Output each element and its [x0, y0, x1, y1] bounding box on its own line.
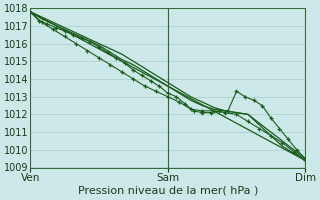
X-axis label: Pression niveau de la mer( hPa ): Pression niveau de la mer( hPa )	[77, 186, 258, 196]
